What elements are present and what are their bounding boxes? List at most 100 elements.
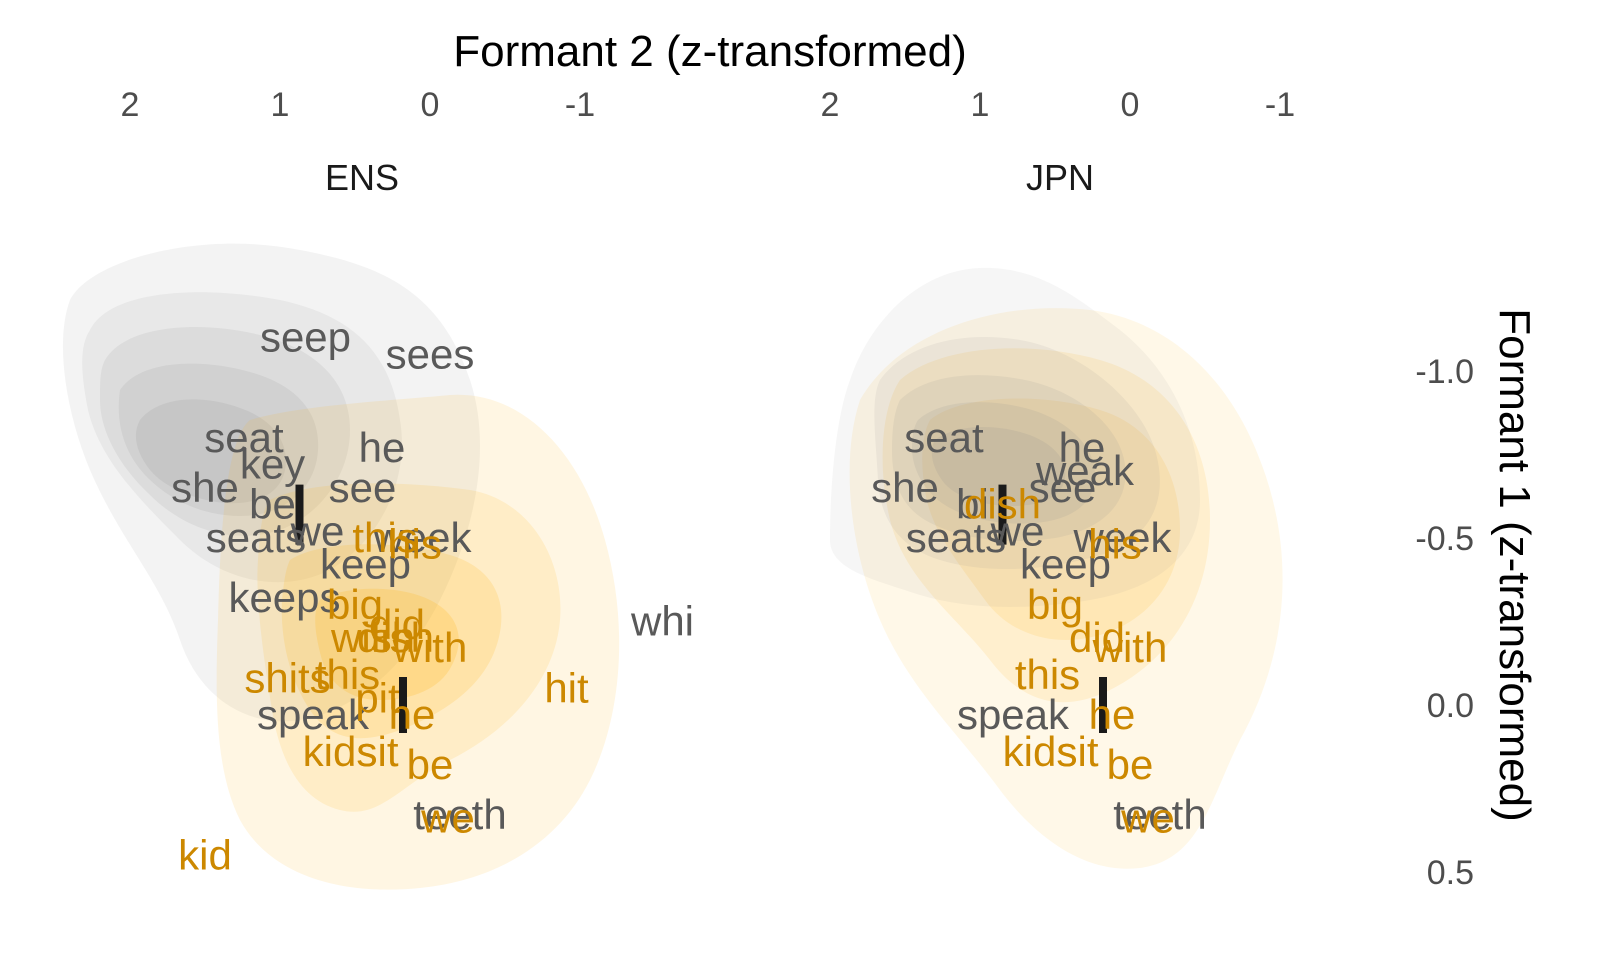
density-I-jpn [849,308,1283,869]
word-label: seat [904,414,984,461]
word-label: shits [244,654,330,701]
mean-marker-i [295,484,304,545]
word-label: dish [964,481,1041,528]
word-label: we [420,795,475,842]
word-label: week [1072,514,1172,561]
density-i-level-2 [82,292,402,583]
word-label: this [1015,651,1080,698]
word-label: he [1059,424,1106,471]
x-axis-ticks-ens: 2 1 0 -1 [121,86,596,124]
x-tick-label: 2 [821,86,840,124]
word-label: keep [1020,541,1111,588]
word-label: she [871,464,939,511]
word-label: sees [386,330,475,377]
density-i-level-1 [62,243,480,722]
word-label: kids [303,728,378,775]
x-axis-title: Formant 2 (z-transformed) [453,27,966,76]
density-i-level-3 [100,327,350,536]
density-I-level-1 [849,308,1283,869]
panel-label-ens: ENS [325,157,399,198]
word-label: seat [204,414,284,461]
word-label: he [1089,691,1136,738]
density-i-level-5 [135,399,286,504]
x-tick-label: 1 [971,86,990,124]
y-axis-title: Formant 1 (z-transformed) [1490,308,1539,821]
word-label: sit [357,728,399,775]
y-tick-label: 0.0 [1427,687,1474,725]
word-label: be [249,481,296,528]
density-layers-ens [62,243,620,890]
word-label: teeth [1113,791,1206,838]
word-label: he [389,691,436,738]
word-label: did [1069,614,1125,661]
word-label: kids [1003,728,1078,775]
density-I-ens [216,394,620,890]
density-I-level-2 [257,483,561,812]
word-label: we [1120,795,1175,842]
word-label: did [369,601,425,648]
x-tick-label: 0 [1121,86,1140,124]
y-tick-label: 0.5 [1427,854,1474,892]
density-I-level-4 [315,588,459,700]
word-label: his [1088,521,1142,568]
x-tick-label: 2 [121,86,140,124]
density-I-level-1 [216,394,620,890]
density-i-level-5 [931,427,1066,506]
word-label: keep [320,541,411,588]
word-label: kid [178,831,232,878]
density-I-level-3 [922,398,1180,640]
word-label: we [290,507,345,554]
word-label: with [392,624,468,671]
word-label: she [171,464,239,511]
word-label: seats [206,514,306,561]
word-label: whi [630,598,694,645]
word-label: this [352,514,417,561]
density-layers-jpn [830,267,1283,869]
word-label: keeps [228,574,340,621]
word-label: he [359,424,406,471]
word-label: key [240,441,305,488]
density-i-level-2 [874,336,1160,570]
word-label: pit [355,674,400,721]
density-i-level-4 [912,402,1095,524]
word-label: big [1027,581,1083,628]
word-label: sit [1057,728,1099,775]
x-tick-label: -1 [1265,86,1295,124]
word-label: speak [957,691,1070,738]
word-label: teeth [413,791,506,838]
word-label: bi [956,481,989,528]
mean-marker-i [998,484,1007,545]
y-tick-label: -0.5 [1415,520,1474,558]
word-label: be [407,741,454,788]
x-tick-label: 1 [271,86,290,124]
y-axis-ticks: -1.0 -0.5 0.0 0.5 [1415,353,1474,892]
mean-marker-I [399,677,407,733]
x-tick-label: -1 [565,86,595,124]
y-tick-label: -1.0 [1415,353,1474,391]
word-label: be [1107,741,1154,788]
word-label: seats [906,514,1006,561]
density-I-level-3 [281,544,502,739]
word-label: with [1092,624,1168,671]
word-label: week [372,514,472,561]
word-label: hit [544,664,589,711]
word-label: big [327,581,383,628]
word-label: his [388,521,442,568]
word-label: weak [1035,447,1135,494]
density-i-jpn [830,267,1200,607]
word-label: this [315,651,380,698]
word-label: see [1029,464,1097,511]
word-label: speak [257,691,370,738]
density-i-level-3 [892,375,1126,541]
density-i-level-4 [118,363,319,516]
density-I-level-2 [882,348,1210,703]
word-label: seep [260,314,351,361]
word-label: we [990,507,1045,554]
mean-marker-I [1099,677,1107,733]
word-label: see [329,464,397,511]
word-label: dish [357,614,434,661]
panel-label-jpn: JPN [1026,157,1094,198]
